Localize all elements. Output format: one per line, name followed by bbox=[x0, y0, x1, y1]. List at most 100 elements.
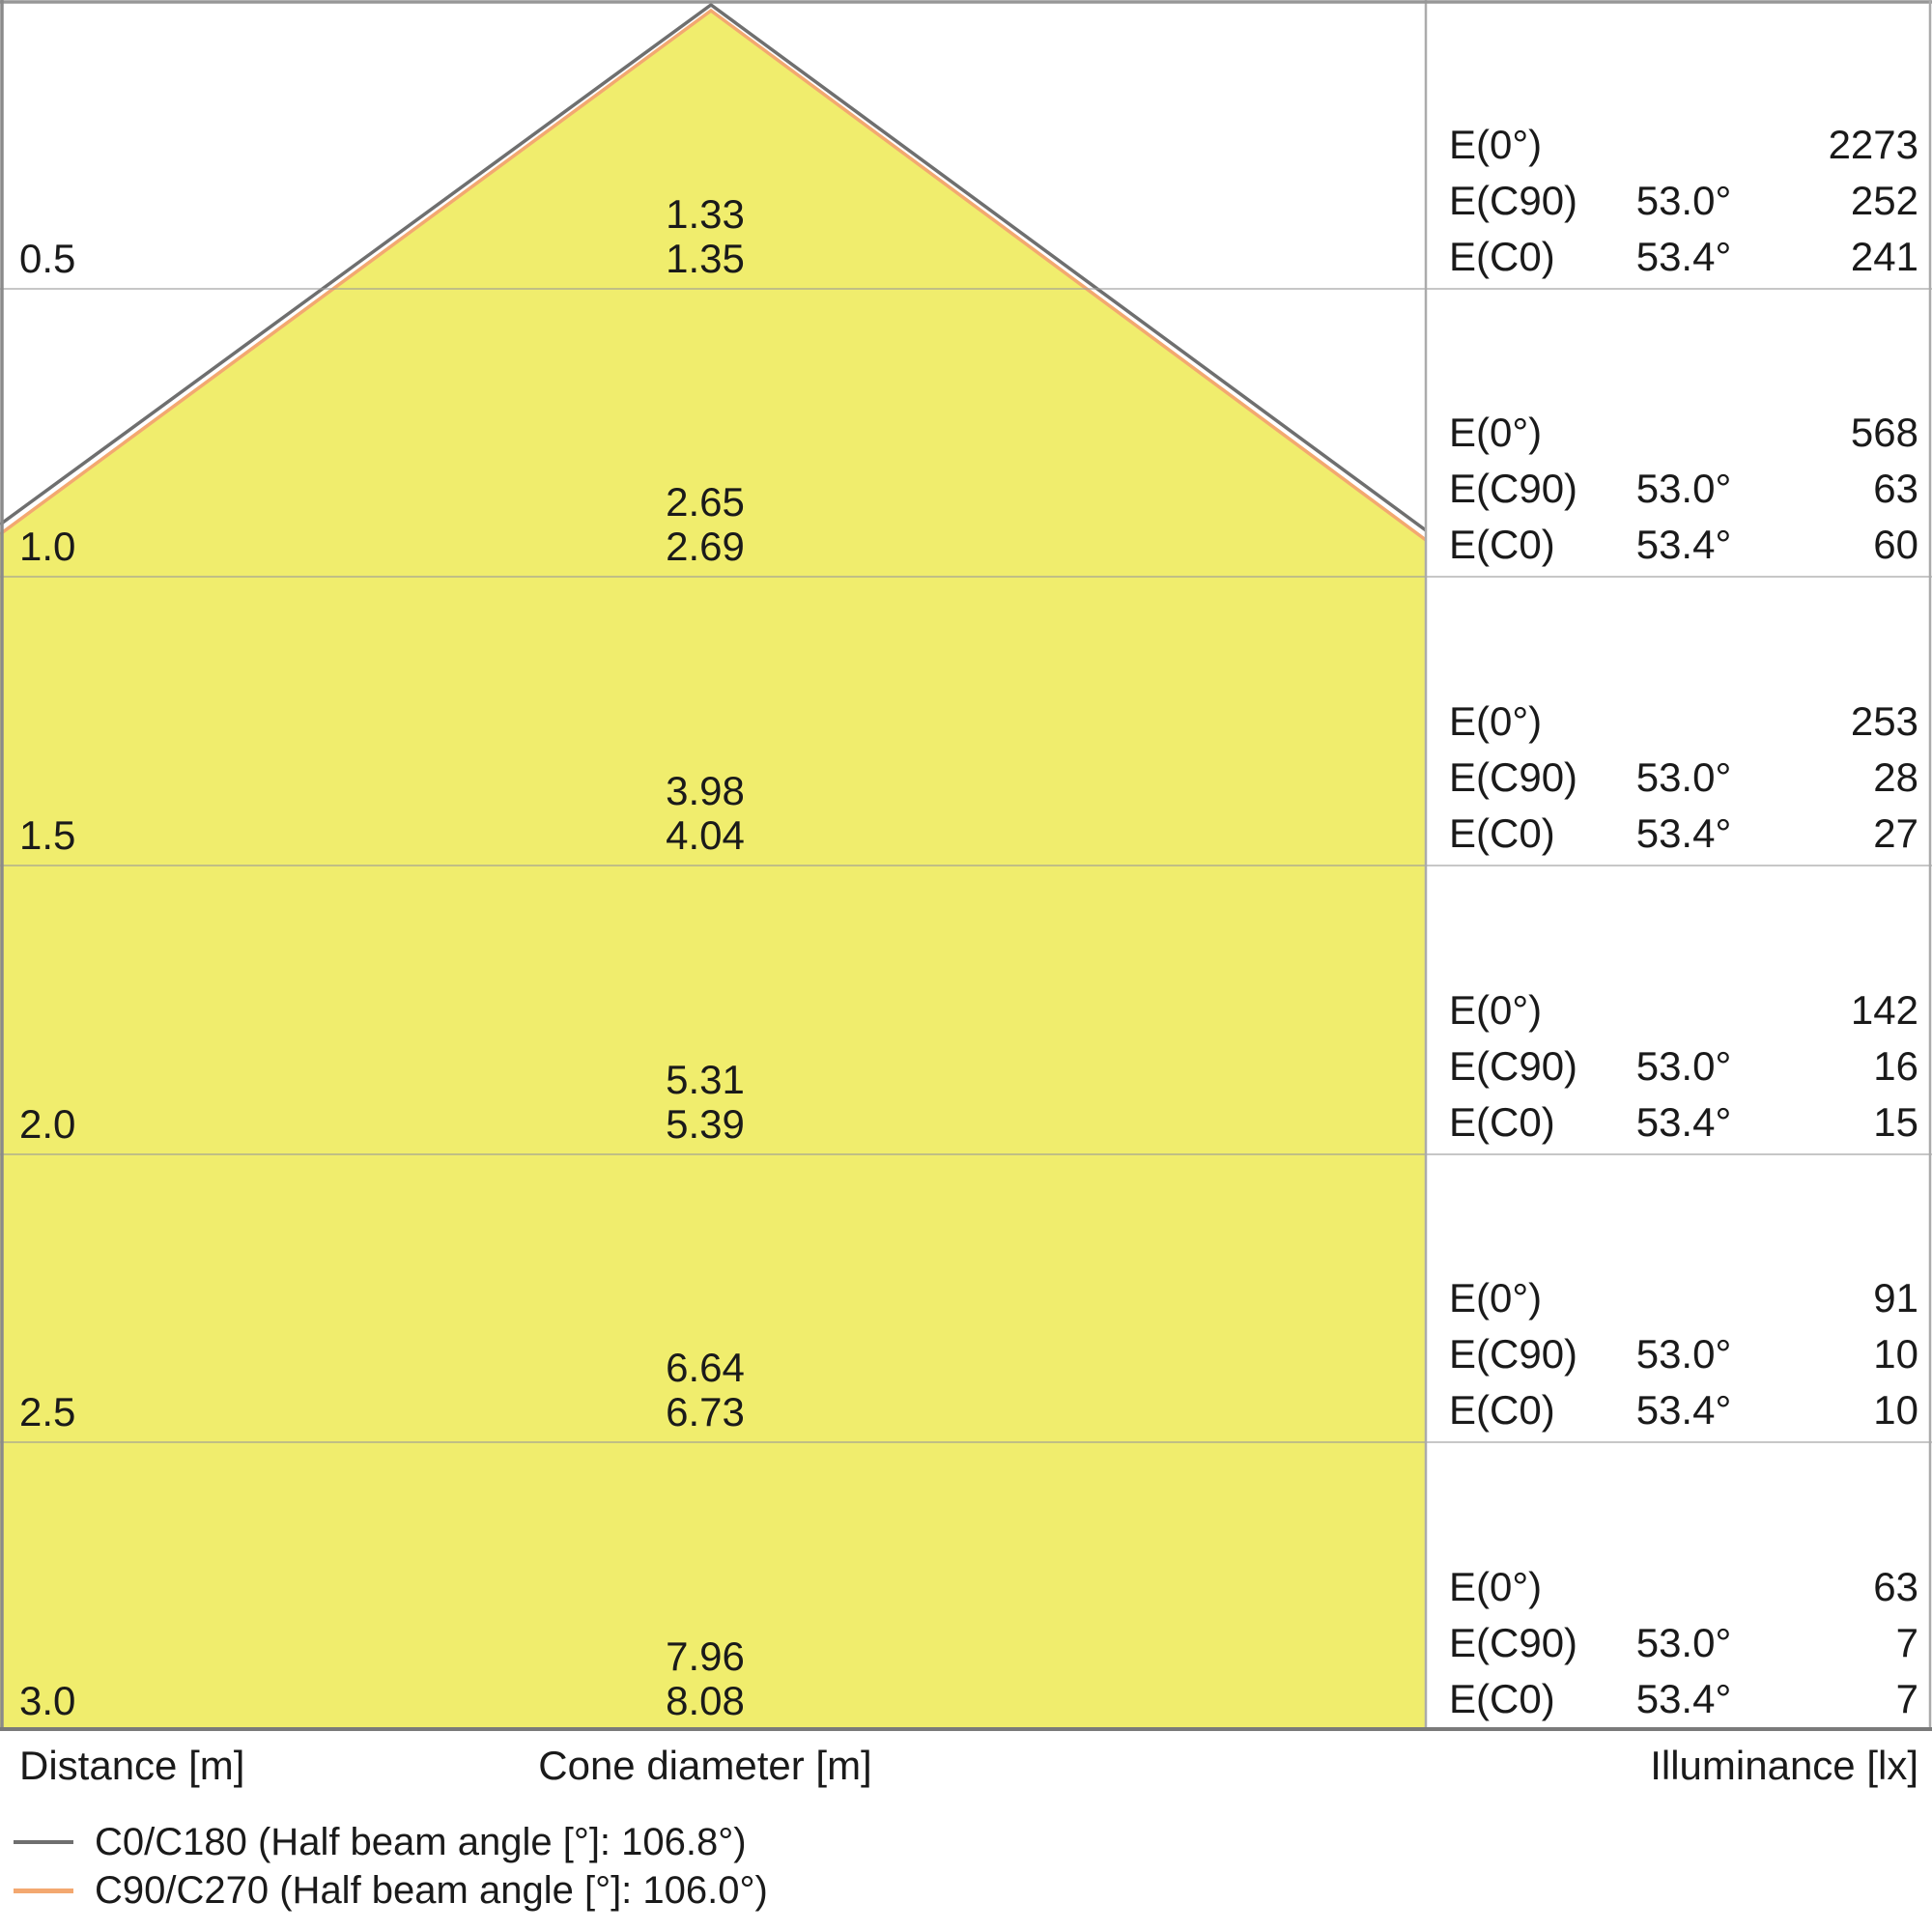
ec0-row: E(C0) 53.4° 10 bbox=[1449, 1382, 1918, 1438]
e0-value: 253 bbox=[1850, 698, 1918, 744]
ec0-row: E(C0) 53.4° 60 bbox=[1449, 517, 1918, 573]
e0-angle bbox=[1628, 1270, 1740, 1326]
ec90-row: E(C90) 53.0° 28 bbox=[1449, 750, 1918, 806]
legend-label-c0: C0/C180 (Half beam angle [°]: 106.8°) bbox=[95, 1820, 747, 1863]
cone-diameter-values: 3.98 4.04 bbox=[560, 769, 850, 858]
illuminance-axis-label: Illuminance [lx] bbox=[1650, 1743, 1918, 1788]
chart-frame bbox=[0, 0, 1932, 1731]
cone-diameter-c90: 2.65 bbox=[666, 479, 745, 525]
e0-label: E(0°) bbox=[1449, 698, 1543, 744]
illuminance-cell: E(0°) 63 E(C90) 53.0° 7 E(C0) 53.4° 7 bbox=[1449, 1559, 1918, 1727]
cone-diameter-c0: 8.08 bbox=[666, 1678, 745, 1723]
cone-diameter-c0: 5.39 bbox=[666, 1101, 745, 1147]
ec90-label: E(C90) bbox=[1449, 1043, 1578, 1089]
ec90-row: E(C90) 53.0° 7 bbox=[1449, 1615, 1918, 1671]
e0-label: E(0°) bbox=[1449, 987, 1543, 1033]
e0-row: E(0°) 2273 bbox=[1449, 117, 1918, 173]
distance-label: 3.0 bbox=[19, 1678, 76, 1723]
cone-diameter-c0: 1.35 bbox=[666, 236, 745, 281]
ec0-label: E(C0) bbox=[1449, 1099, 1555, 1145]
ec90-value: 28 bbox=[1873, 754, 1918, 800]
e0-value: 63 bbox=[1873, 1564, 1918, 1609]
distance-gridlines bbox=[0, 288, 1932, 1443]
ec0-value: 27 bbox=[1873, 810, 1918, 856]
e0-value: 568 bbox=[1850, 410, 1918, 455]
ec90-label: E(C90) bbox=[1449, 466, 1578, 511]
ec0-angle: 53.4° bbox=[1635, 1099, 1732, 1145]
illuminance-cell: E(0°) 253 E(C90) 53.0° 28 E(C0) 53.4° 27 bbox=[1449, 694, 1918, 862]
e0-row: E(0°) 568 bbox=[1449, 405, 1918, 461]
e0-row: E(0°) 142 bbox=[1449, 982, 1918, 1038]
e0-row: E(0°) 63 bbox=[1449, 1559, 1918, 1615]
ec0-label: E(C0) bbox=[1449, 1676, 1555, 1721]
distance-label: 2.5 bbox=[19, 1389, 76, 1434]
ec90-row: E(C90) 53.0° 63 bbox=[1449, 461, 1918, 517]
legend-entry-c0-c180: C0/C180 (Half beam angle [°]: 106.8°) bbox=[0, 1818, 747, 1866]
ec0-value: 60 bbox=[1873, 522, 1918, 567]
e0-row: E(0°) 253 bbox=[1449, 694, 1918, 750]
ec90-row: E(C90) 53.0° 252 bbox=[1449, 173, 1918, 229]
illuminance-cell: E(0°) 568 E(C90) 53.0° 63 E(C0) 53.4° 60 bbox=[1449, 405, 1918, 573]
distance-label: 0.5 bbox=[19, 236, 76, 281]
e0-label: E(0°) bbox=[1449, 1564, 1543, 1609]
c0-line-swatch bbox=[14, 1840, 73, 1844]
ec90-row: E(C90) 53.0° 10 bbox=[1449, 1326, 1918, 1382]
ec90-angle: 53.0° bbox=[1635, 1620, 1732, 1665]
ec90-angle: 53.0° bbox=[1635, 754, 1732, 800]
ec90-row: E(C90) 53.0° 16 bbox=[1449, 1038, 1918, 1094]
e0-angle bbox=[1628, 405, 1740, 461]
ec90-value: 252 bbox=[1850, 178, 1918, 223]
illuminance-cell: E(0°) 91 E(C90) 53.0° 10 E(C0) 53.4° 10 bbox=[1449, 1270, 1918, 1438]
cone-diameter-values: 1.33 1.35 bbox=[560, 192, 850, 281]
ec0-value: 241 bbox=[1850, 234, 1918, 279]
c90-beam-line bbox=[0, 8, 1428, 542]
cone-diameter-values: 5.31 5.39 bbox=[560, 1058, 850, 1147]
cone-diameter-c90: 6.64 bbox=[666, 1345, 745, 1390]
cone-diameter-c90: 3.98 bbox=[666, 768, 745, 813]
ec0-angle: 53.4° bbox=[1635, 810, 1732, 856]
e0-value: 91 bbox=[1873, 1275, 1918, 1320]
ec0-row: E(C0) 53.4° 7 bbox=[1449, 1671, 1918, 1727]
distance-axis-label: Distance [m] bbox=[19, 1743, 245, 1788]
ec0-label: E(C0) bbox=[1449, 810, 1555, 856]
c90-line-swatch bbox=[14, 1888, 73, 1893]
ec90-angle: 53.0° bbox=[1635, 1331, 1732, 1377]
e0-value: 2273 bbox=[1828, 122, 1918, 167]
cone-fill-shape bbox=[0, 10, 1426, 1731]
cone-diameter-values: 6.64 6.73 bbox=[560, 1346, 850, 1434]
ec90-angle: 53.0° bbox=[1635, 1043, 1732, 1089]
cone-diameter-axis-label: Cone diameter [m] bbox=[538, 1743, 872, 1788]
ec90-angle: 53.0° bbox=[1635, 466, 1732, 511]
cone-diameter-values: 2.65 2.69 bbox=[560, 480, 850, 569]
ec0-angle: 53.4° bbox=[1635, 1387, 1732, 1433]
ec0-value: 15 bbox=[1873, 1099, 1918, 1145]
e0-row: E(0°) 91 bbox=[1449, 1270, 1918, 1326]
ec0-row: E(C0) 53.4° 27 bbox=[1449, 806, 1918, 862]
ec0-label: E(C0) bbox=[1449, 522, 1555, 567]
ec90-value: 7 bbox=[1895, 1620, 1918, 1665]
ec0-value: 7 bbox=[1895, 1676, 1918, 1721]
cone-diameter-c0: 4.04 bbox=[666, 812, 745, 858]
cone-diameter-c0: 2.69 bbox=[666, 524, 745, 569]
e0-angle bbox=[1628, 694, 1740, 750]
ec90-value: 16 bbox=[1873, 1043, 1918, 1089]
e0-label: E(0°) bbox=[1449, 122, 1543, 167]
ec90-value: 63 bbox=[1873, 466, 1918, 511]
illuminance-cell: E(0°) 142 E(C90) 53.0° 16 E(C0) 53.4° 15 bbox=[1449, 982, 1918, 1150]
cone-diameter-c0: 6.73 bbox=[666, 1389, 745, 1434]
e0-angle bbox=[1628, 1559, 1740, 1615]
cone-diameter-c90: 1.33 bbox=[666, 191, 745, 237]
legend-label-c90: C90/C270 (Half beam angle [°]: 106.0°) bbox=[95, 1868, 768, 1912]
e0-label: E(0°) bbox=[1449, 410, 1543, 455]
ec90-label: E(C90) bbox=[1449, 1331, 1578, 1377]
distance-label: 1.5 bbox=[19, 812, 76, 858]
distance-label: 2.0 bbox=[19, 1101, 76, 1147]
cone-chart-canvas bbox=[0, 0, 1932, 1731]
cone-diameter-values: 7.96 8.08 bbox=[560, 1634, 850, 1723]
legend-entry-c90-c270: C90/C270 (Half beam angle [°]: 106.0°) bbox=[0, 1866, 768, 1915]
e0-angle bbox=[1628, 117, 1740, 173]
ec0-angle: 53.4° bbox=[1635, 522, 1732, 567]
ec0-angle: 53.4° bbox=[1635, 1676, 1732, 1721]
cone-diameter-c90: 5.31 bbox=[666, 1057, 745, 1102]
